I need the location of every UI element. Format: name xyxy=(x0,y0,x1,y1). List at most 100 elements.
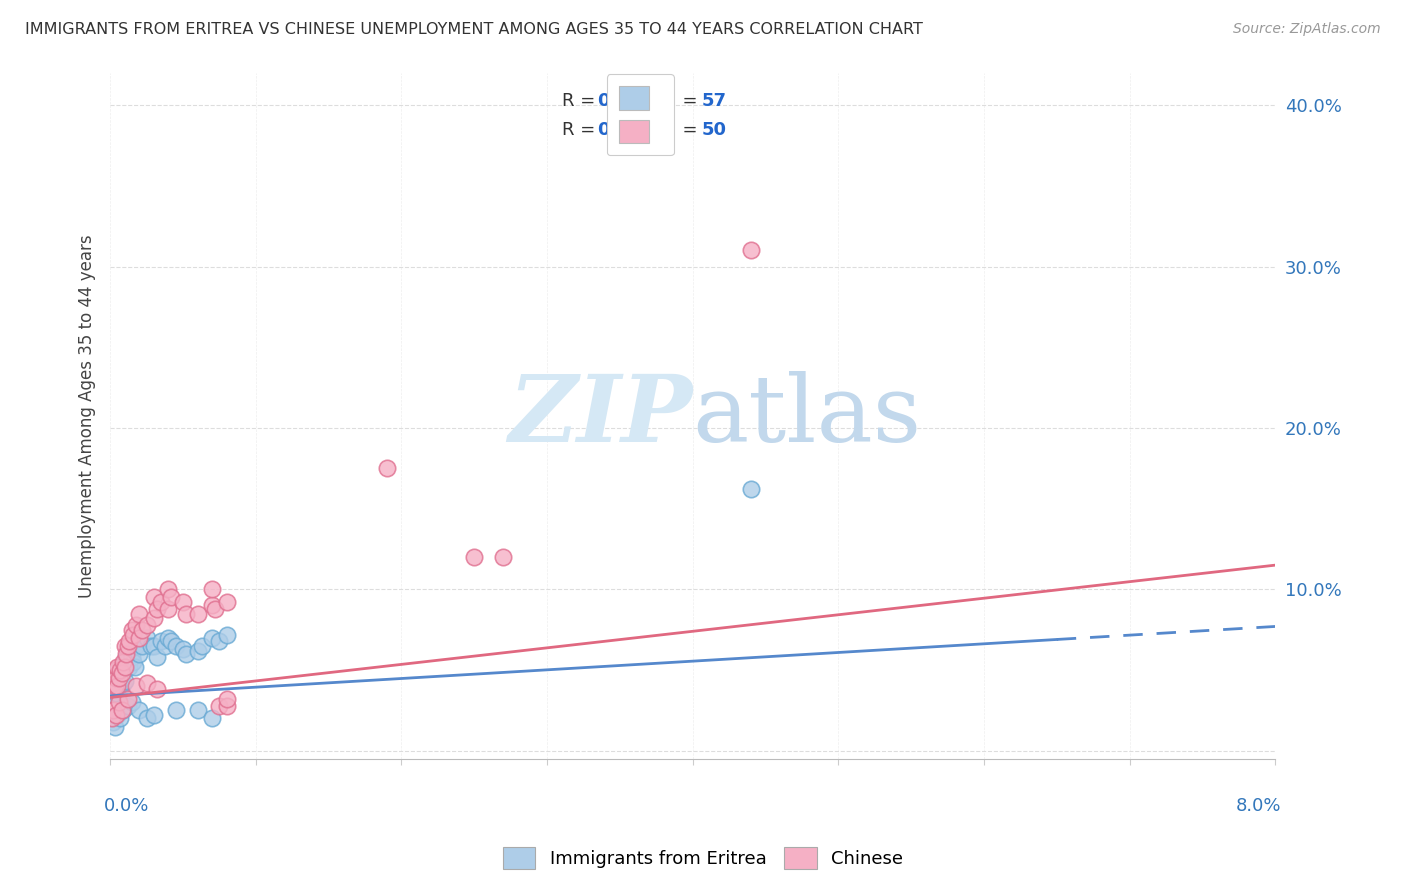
Point xyxy=(155,639,177,653)
Text: 50: 50 xyxy=(702,121,727,139)
Y-axis label: Unemployment Among Ages 35 to 44 years: Unemployment Among Ages 35 to 44 years xyxy=(79,234,96,598)
Point xyxy=(131,639,153,653)
Point xyxy=(100,682,122,697)
Point xyxy=(117,692,139,706)
Point xyxy=(172,595,194,609)
Point xyxy=(112,703,135,717)
Point xyxy=(186,607,208,621)
Point xyxy=(145,601,167,615)
Point xyxy=(201,582,224,597)
Point xyxy=(186,643,208,657)
Point xyxy=(114,639,136,653)
Point xyxy=(101,679,124,693)
Point xyxy=(492,550,515,565)
Point xyxy=(103,679,125,693)
Point xyxy=(135,631,157,645)
Point xyxy=(115,650,138,665)
Text: N =: N = xyxy=(647,121,703,139)
Point xyxy=(191,639,214,653)
Point xyxy=(107,708,129,723)
Text: Source: ZipAtlas.com: Source: ZipAtlas.com xyxy=(1233,22,1381,37)
Point xyxy=(215,627,238,641)
Point xyxy=(120,647,142,661)
Point xyxy=(108,679,131,693)
Text: ZIP: ZIP xyxy=(509,371,693,461)
Text: IMMIGRANTS FROM ERITREA VS CHINESE UNEMPLOYMENT AMONG AGES 35 TO 44 YEARS CORREL: IMMIGRANTS FROM ERITREA VS CHINESE UNEMP… xyxy=(25,22,924,37)
Point xyxy=(128,703,150,717)
Point xyxy=(215,595,238,609)
Point xyxy=(201,599,224,613)
Point xyxy=(174,607,197,621)
Point xyxy=(208,634,231,648)
Point xyxy=(107,682,129,697)
Point xyxy=(128,647,150,661)
Point xyxy=(118,634,141,648)
Point xyxy=(125,679,148,693)
Text: atlas: atlas xyxy=(693,371,922,461)
Point xyxy=(139,639,162,653)
Point xyxy=(108,671,131,685)
Point xyxy=(128,631,150,645)
Point xyxy=(204,601,226,615)
Point xyxy=(121,650,143,665)
Point xyxy=(111,666,134,681)
Point xyxy=(142,591,165,605)
Point xyxy=(103,663,125,677)
Point xyxy=(104,685,127,699)
Point xyxy=(108,695,131,709)
Point xyxy=(142,639,165,653)
Point xyxy=(172,642,194,657)
Point xyxy=(122,655,145,669)
Point xyxy=(145,650,167,665)
Legend: , : , xyxy=(607,74,673,155)
Point xyxy=(111,703,134,717)
Text: 8.0%: 8.0% xyxy=(1236,797,1281,814)
Point xyxy=(740,483,762,497)
Point xyxy=(157,601,180,615)
Point xyxy=(107,660,129,674)
Text: 0.240: 0.240 xyxy=(598,121,654,139)
Point xyxy=(124,660,146,674)
Point xyxy=(121,623,143,637)
Point xyxy=(101,676,124,690)
Point xyxy=(112,676,135,690)
Point xyxy=(101,703,124,717)
Point xyxy=(740,244,762,258)
Point xyxy=(135,618,157,632)
Point xyxy=(118,660,141,674)
Point xyxy=(186,703,208,717)
Point xyxy=(131,623,153,637)
Point xyxy=(103,676,125,690)
Point xyxy=(107,679,129,693)
Point xyxy=(201,631,224,645)
Point xyxy=(160,634,183,648)
Point xyxy=(100,711,122,725)
Legend: Immigrants from Eritrea, Chinese: Immigrants from Eritrea, Chinese xyxy=(495,839,911,876)
Point xyxy=(125,639,148,653)
Point xyxy=(160,591,183,605)
Point xyxy=(135,711,157,725)
Point xyxy=(463,550,485,565)
Point xyxy=(100,711,122,725)
Point xyxy=(112,655,135,669)
Point xyxy=(128,631,150,645)
Point xyxy=(103,682,125,697)
Point xyxy=(121,695,143,709)
Point xyxy=(208,698,231,713)
Text: R =: R = xyxy=(562,121,602,139)
Point xyxy=(115,647,138,661)
Point xyxy=(150,634,173,648)
Point xyxy=(157,631,180,645)
Point xyxy=(100,687,122,701)
Point xyxy=(165,639,187,653)
Point xyxy=(135,676,157,690)
Point xyxy=(122,627,145,641)
Point xyxy=(215,698,238,713)
Point xyxy=(165,703,187,717)
Point xyxy=(104,671,127,685)
Point xyxy=(114,674,136,689)
Point xyxy=(201,711,224,725)
Point xyxy=(375,461,398,475)
Point xyxy=(104,708,127,723)
Point xyxy=(108,671,131,685)
